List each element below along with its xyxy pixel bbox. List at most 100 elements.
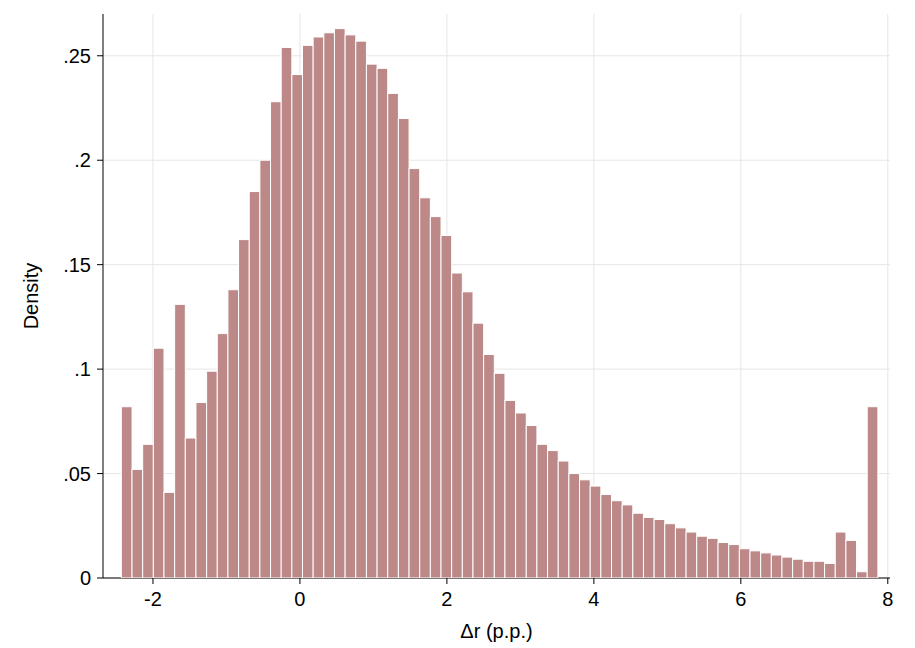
grid-line: [887, 14, 888, 578]
bar: [175, 304, 186, 578]
bar: [782, 557, 793, 578]
grid-line: [103, 160, 890, 161]
bar: [196, 403, 207, 578]
bar: [867, 407, 878, 578]
bars: [121, 29, 878, 578]
bar: [750, 551, 761, 578]
bar: [494, 373, 505, 578]
bar: [484, 354, 495, 578]
background: [0, 0, 915, 648]
bar: [739, 549, 750, 578]
tick-mark: [740, 578, 741, 584]
bar: [153, 348, 164, 578]
bar: [654, 520, 665, 578]
bar: [558, 461, 569, 578]
bar: [697, 536, 708, 578]
bar: [526, 426, 537, 578]
bar: [761, 553, 772, 578]
y-axis: [103, 14, 104, 578]
bar: [612, 501, 623, 578]
tick-label: .1: [74, 358, 91, 380]
bar: [601, 494, 612, 578]
tick-mark: [97, 264, 103, 265]
grid-line: [103, 264, 890, 265]
bar: [814, 561, 825, 578]
bar: [292, 75, 303, 578]
bar: [462, 292, 473, 578]
bar: [366, 64, 377, 578]
bar: [143, 444, 154, 578]
tick-label: 6: [735, 588, 746, 610]
bar: [675, 528, 686, 578]
bar: [420, 198, 431, 578]
bar: [313, 37, 324, 578]
bar: [803, 561, 814, 578]
bar: [729, 545, 740, 578]
bar: [260, 160, 271, 578]
bar: [356, 41, 367, 578]
bar: [303, 45, 314, 578]
bar: [207, 371, 218, 578]
bar: [228, 290, 239, 578]
tick-label: 4: [588, 588, 599, 610]
bar: [771, 555, 782, 578]
bar: [271, 102, 282, 578]
bar: [164, 492, 175, 578]
tick-mark: [97, 369, 103, 370]
bar: [249, 192, 260, 578]
bar: [718, 542, 729, 578]
tick-label: 0: [294, 588, 305, 610]
chart: 0 .05 .1 .15 .2 .25 -2 0 2 4 6 8 Δr (p.p.) Density: [0, 0, 915, 648]
x-axis-label: Δr (p.p.): [460, 620, 532, 642]
y-axis-label: Density: [20, 263, 42, 330]
tick-label: 2: [441, 588, 452, 610]
grid-line: [740, 14, 741, 578]
bar: [452, 273, 463, 578]
bar: [217, 334, 228, 578]
bar: [398, 118, 409, 578]
bar: [409, 169, 420, 578]
bar: [707, 538, 718, 578]
bar: [537, 444, 548, 578]
bar: [793, 559, 804, 578]
bar: [281, 47, 292, 578]
tick-label: 0: [80, 567, 91, 589]
tick-label: .25: [63, 45, 91, 67]
grid-line: [103, 55, 890, 56]
grid: [103, 14, 890, 578]
bar: [505, 400, 516, 578]
bar: [345, 35, 356, 578]
tick-label: -2: [144, 588, 162, 610]
bar: [569, 474, 580, 578]
bar: [473, 323, 484, 578]
bar: [548, 451, 559, 578]
tick-label: .15: [63, 254, 91, 276]
tick-mark: [299, 578, 300, 584]
bar: [665, 524, 676, 578]
bar: [377, 68, 388, 578]
tick-label: .2: [74, 149, 91, 171]
bar: [430, 217, 441, 578]
bar: [857, 572, 868, 578]
bar: [185, 438, 196, 578]
bar: [643, 517, 654, 578]
bar: [334, 29, 345, 578]
bar: [825, 563, 836, 578]
tick-mark: [97, 160, 103, 161]
bar: [239, 240, 250, 578]
bar: [388, 93, 399, 578]
bar: [622, 505, 633, 578]
bar: [441, 235, 452, 578]
tick-mark: [887, 578, 888, 584]
bar: [686, 532, 697, 578]
tick-label: .05: [63, 463, 91, 485]
bar: [590, 486, 601, 578]
tick-mark: [446, 578, 447, 584]
bar: [132, 469, 143, 578]
bar: [846, 540, 857, 578]
tick-mark: [97, 578, 103, 579]
bar: [516, 413, 527, 578]
bar: [633, 513, 644, 578]
tick-label: 8: [882, 588, 893, 610]
bar: [580, 480, 591, 578]
